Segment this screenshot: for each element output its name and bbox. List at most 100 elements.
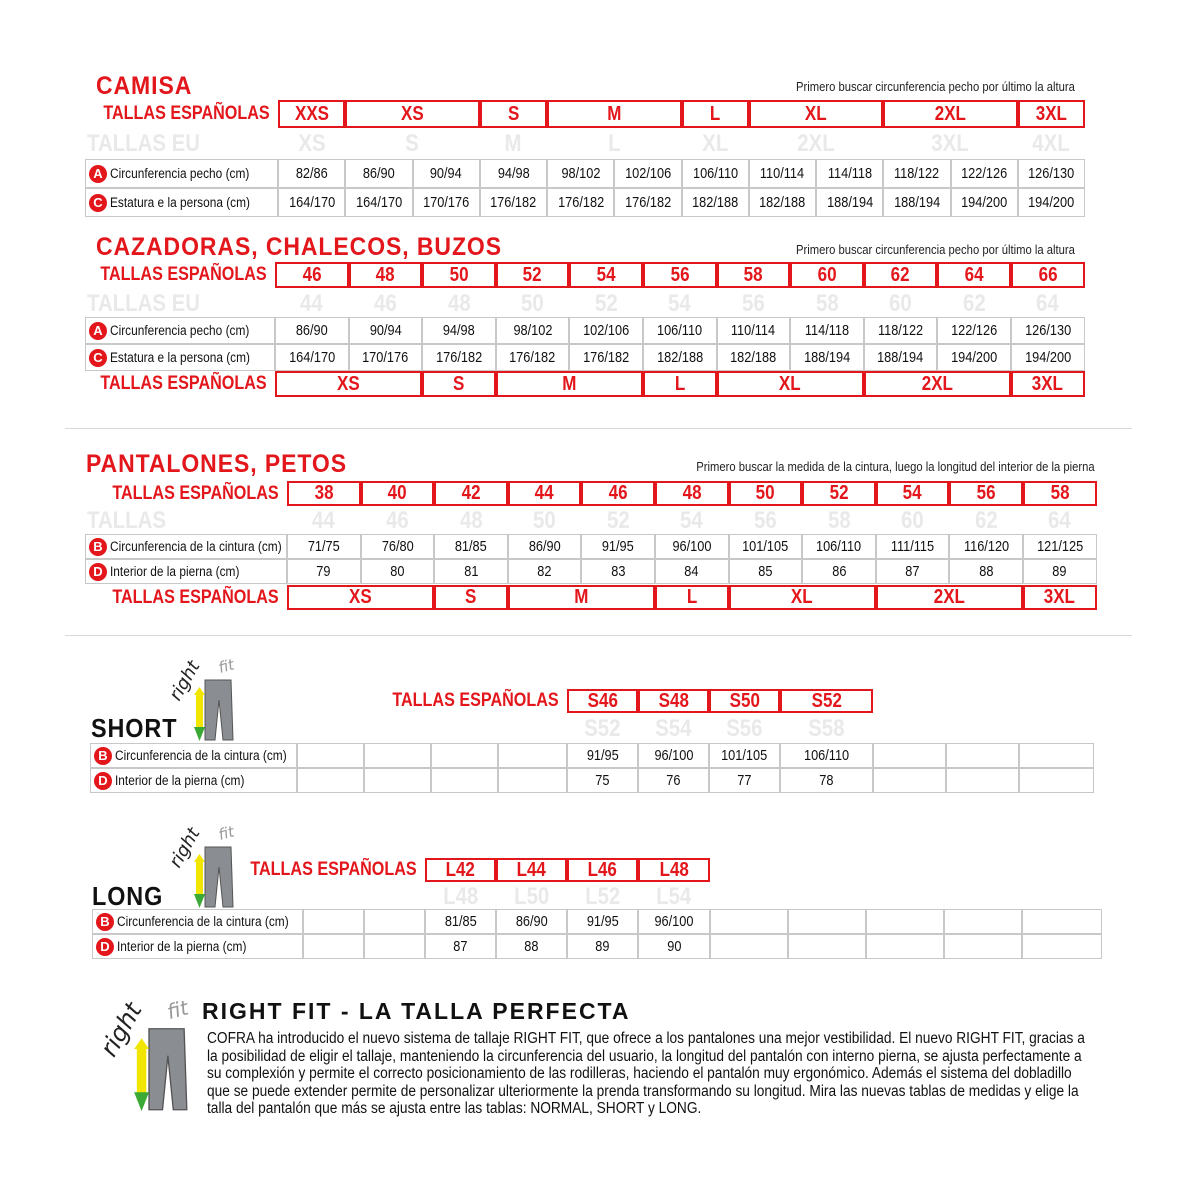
table-cell-text: 122/126 bbox=[951, 322, 998, 339]
table-cell: 101/105 bbox=[728, 534, 803, 559]
table-cell-text: 76/80 bbox=[381, 538, 414, 555]
table-cell-text: 101/105 bbox=[721, 747, 768, 764]
svg-text:fit: fit bbox=[216, 655, 237, 677]
table-cell bbox=[946, 743, 1019, 768]
eu-size-cell: 46 bbox=[349, 290, 423, 317]
table-cell bbox=[297, 743, 364, 768]
table-cell: 176/182 bbox=[495, 344, 570, 371]
spanish-size-cell: 48 bbox=[655, 481, 729, 506]
spanish-size-cell: L42 bbox=[425, 858, 496, 882]
eu-size-cell: 64 bbox=[1023, 507, 1097, 534]
eu-size-cell: 52 bbox=[581, 507, 655, 534]
spanish-size-cell: 3XL bbox=[1017, 100, 1085, 128]
table-cell: 118/122 bbox=[883, 159, 951, 188]
cazadoras-note: Primero buscar circunferencia pecho por … bbox=[796, 243, 1075, 257]
rightfit-logo: right fit bbox=[165, 822, 255, 917]
table-cell-text: 114/118 bbox=[827, 165, 872, 182]
spanish-size-cell: S50 bbox=[709, 689, 780, 713]
eu-size-label: TALLAS EU bbox=[85, 290, 275, 317]
tallas-espanolas-label-text: TALLAS ESPAÑOLAS bbox=[392, 690, 559, 711]
table-cell: 164/170 bbox=[345, 188, 413, 217]
eu-size-cell: S bbox=[345, 130, 480, 158]
spanish-size-cell-text: S52 bbox=[811, 689, 842, 712]
table-cell: 86/90 bbox=[275, 317, 349, 344]
eu-size-cell-text: M bbox=[504, 130, 522, 157]
spanish-size-cell: S bbox=[422, 371, 496, 397]
table-cell: 182/188 bbox=[643, 344, 717, 371]
eu-size-cell-text: 46 bbox=[374, 289, 397, 317]
eu-size-cell-text: 44 bbox=[312, 507, 336, 534]
table-cell: 91/95 bbox=[567, 909, 638, 934]
table-cell-text: 82/86 bbox=[295, 165, 328, 182]
tallas-espanolas-label-text: TALLAS ESPAÑOLAS bbox=[100, 264, 267, 285]
spanish-size-cell-text: 54 bbox=[903, 482, 923, 504]
table-cell-text: 96/100 bbox=[672, 538, 712, 555]
table-cell bbox=[866, 909, 944, 934]
table-cell: 87 bbox=[875, 559, 950, 584]
eu-size-cell-text: 58 bbox=[827, 507, 851, 534]
table-cell: 71/75 bbox=[287, 534, 361, 559]
table-cell bbox=[1019, 743, 1094, 768]
eu-size-cell-text: 46 bbox=[386, 507, 409, 534]
tallas-espanolas-label-text: TALLAS ESPAÑOLAS bbox=[112, 482, 279, 504]
spanish-size-cell: 2XL bbox=[883, 100, 1018, 128]
table-cell: 81 bbox=[434, 559, 508, 584]
table-cell-text: 87 bbox=[905, 563, 920, 580]
table-cell-text: 86/90 bbox=[295, 322, 328, 339]
table-cell-text: 176/182 bbox=[624, 194, 671, 211]
table-cell-text: 182/188 bbox=[656, 349, 703, 366]
table-cell-text: 121/125 bbox=[1036, 538, 1083, 555]
spanish-size-cell-text: 3XL bbox=[1044, 586, 1076, 608]
spanish-size-cell-text: S bbox=[465, 586, 477, 608]
spanish-size-cell-text: L44 bbox=[516, 858, 547, 881]
spanish-size-cell-text: 38 bbox=[314, 482, 334, 504]
table-cell-text: 176/182 bbox=[490, 194, 537, 211]
tallas-espanolas-label-text: TALLAS ESPAÑOLAS bbox=[112, 586, 279, 608]
spanish-size-cell-text: 3XL bbox=[1035, 102, 1067, 125]
eu-size-cell-text: L bbox=[608, 130, 621, 157]
spanish-size-cell: 56 bbox=[949, 481, 1023, 506]
eu-size-cell: L bbox=[547, 130, 682, 158]
tallas-espanolas-label-text: TALLAS ESPAÑOLAS bbox=[103, 103, 270, 124]
table-cell-text: 194/200 bbox=[1028, 194, 1075, 211]
spanish-size-cell-text: L48 bbox=[659, 858, 689, 881]
eu-size-cell: 54 bbox=[643, 290, 717, 317]
eu-size-cell: M bbox=[480, 130, 547, 158]
eu-size-cell: 58 bbox=[802, 507, 876, 534]
spanish-size-cell: 42 bbox=[434, 481, 508, 506]
table-cell: 90/94 bbox=[412, 159, 480, 188]
eu-size-label-text: TALLAS EU bbox=[87, 130, 200, 157]
eu-size-cell: 62 bbox=[949, 507, 1023, 534]
spanish-size-cell-text: M bbox=[574, 586, 589, 608]
table-cell: 194/200 bbox=[1011, 344, 1085, 371]
spanish-size-cell: XS bbox=[287, 585, 435, 610]
table-row-label: D Interior de la pierna (cm) bbox=[85, 559, 287, 584]
row-label: Circunferencia pecho (cm) bbox=[110, 323, 250, 338]
eu-size-cell: XS bbox=[278, 130, 345, 158]
table-cell: 188/194 bbox=[883, 188, 951, 217]
eu-size-cell: 48 bbox=[434, 507, 508, 534]
table-cell bbox=[710, 909, 788, 934]
measure-b-badge: B bbox=[89, 537, 107, 556]
table-cell: 84 bbox=[655, 559, 729, 584]
spanish-size-cell: 58 bbox=[1023, 481, 1097, 506]
table-cell bbox=[431, 768, 498, 793]
table-cell-text: 106/110 bbox=[803, 747, 850, 764]
table-cell: 176/182 bbox=[547, 188, 615, 217]
table-cell-text: 102/106 bbox=[583, 322, 630, 339]
table-cell: 114/118 bbox=[816, 159, 884, 188]
spanish-size-cell: L44 bbox=[496, 858, 567, 882]
table-cell-text: 111/115 bbox=[890, 538, 935, 555]
table-row-label: A Circunferencia pecho (cm) bbox=[85, 317, 275, 344]
spanish-size-cell: 3XL bbox=[1011, 371, 1085, 397]
eu-size-cell-text: S52 bbox=[584, 714, 621, 742]
table-cell: 79 bbox=[287, 559, 361, 584]
eu-size-cell: 60 bbox=[864, 290, 938, 317]
table-cell bbox=[498, 743, 567, 768]
eu-size-cell: 3XL bbox=[883, 130, 1018, 158]
eu-size-cell-text: 50 bbox=[533, 507, 556, 534]
eu-size-cell: S56 bbox=[709, 715, 780, 742]
table-cell-text: 89 bbox=[595, 938, 610, 955]
table-cell-text: 80 bbox=[390, 563, 405, 580]
eu-size-cell-text: 52 bbox=[594, 289, 618, 317]
